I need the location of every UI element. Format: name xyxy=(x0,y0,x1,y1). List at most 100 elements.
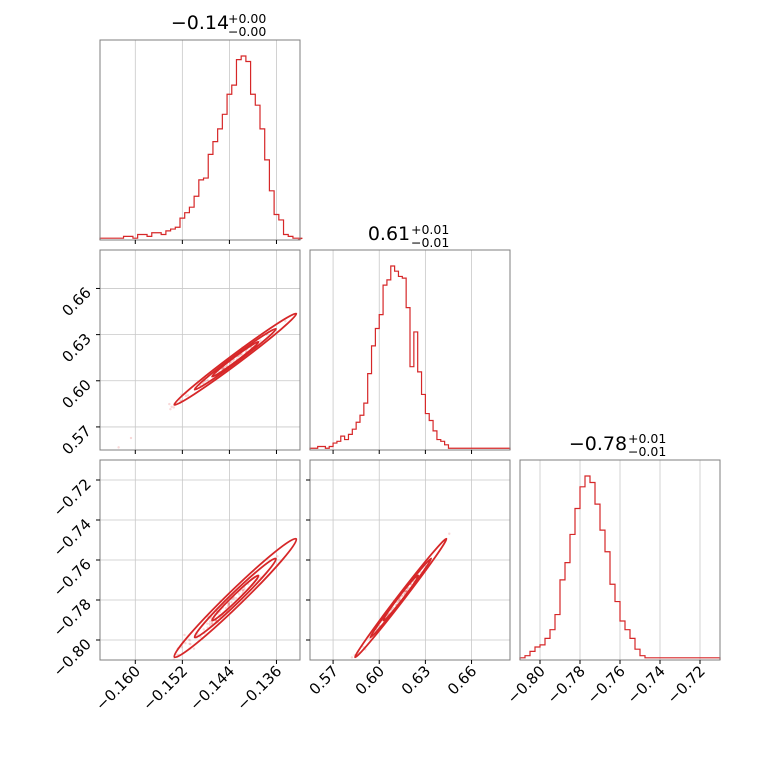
scatter-point xyxy=(192,647,196,650)
x-tick-label: 0.63 xyxy=(398,662,434,698)
scatter-point xyxy=(169,407,172,411)
y-tick-label: 0.63 xyxy=(58,330,94,366)
contour-level xyxy=(369,557,433,639)
scatter-point xyxy=(227,603,231,606)
x-tick-label: 0.66 xyxy=(444,662,480,698)
x-tick-label: −0.72 xyxy=(664,662,709,707)
y-tick-label: −0.78 xyxy=(50,595,95,640)
scatter-point xyxy=(238,593,241,596)
scatter-point xyxy=(448,532,451,535)
title-param-1-upper: +0.01 xyxy=(411,222,449,237)
scatter-point xyxy=(232,597,235,601)
contour-level xyxy=(354,537,448,659)
panel-frame xyxy=(309,249,511,451)
scatter-point xyxy=(329,688,331,690)
scatter-point xyxy=(242,588,245,592)
scatter-point xyxy=(284,319,287,323)
scatter-point xyxy=(241,588,244,592)
scatter-point xyxy=(129,436,133,440)
scatter-point xyxy=(196,633,199,636)
hist-panel-1 xyxy=(309,249,511,454)
x-tick-label: −0.76 xyxy=(584,662,629,707)
scatter-point xyxy=(183,633,186,637)
scatter-point xyxy=(186,394,190,397)
scatter-point xyxy=(400,594,404,598)
contour-level xyxy=(211,340,260,378)
y-tick-label: 0.57 xyxy=(58,422,94,458)
title-param-0-lower: −0.00 xyxy=(228,24,266,39)
scatter-point xyxy=(187,638,191,641)
scatter-point xyxy=(323,696,325,698)
title-value: −0.14 xyxy=(171,12,229,34)
scatter-point xyxy=(204,380,207,383)
x-tick-label: 0.57 xyxy=(306,662,342,698)
scatter-point xyxy=(230,601,233,604)
scatter-point xyxy=(189,642,192,646)
scatter-point xyxy=(210,621,214,625)
scatter-point xyxy=(226,604,230,608)
scatter-point xyxy=(168,402,171,406)
y-tick-label: 0.60 xyxy=(58,376,94,412)
x-tick-label: 0.60 xyxy=(352,662,388,698)
scatter-point xyxy=(188,642,191,645)
histogram-step-line xyxy=(99,55,303,241)
x-tick-label: −0.74 xyxy=(624,662,669,707)
scatter-point xyxy=(188,639,192,642)
scatter-point xyxy=(208,622,211,625)
contour-level xyxy=(173,312,298,406)
scatter-point xyxy=(240,353,243,356)
title-param-2-upper: +0.01 xyxy=(628,431,666,446)
scatter-point xyxy=(170,405,173,408)
scatter-panel-0-1: 0.57 0.60 0.63 0.66 xyxy=(58,249,301,458)
scatter-point xyxy=(234,596,238,600)
scatter-panel-0-2: −0.160−0.152−0.144−0.136−0.80−0.78−0.76−… xyxy=(50,459,301,714)
x-tick-label: −0.160 xyxy=(92,662,144,714)
x-tick-label: −0.80 xyxy=(504,662,549,707)
scatter-point xyxy=(398,599,401,602)
scatter-point xyxy=(227,602,230,606)
scatter-point xyxy=(397,599,401,602)
scatter-point xyxy=(350,656,354,659)
title-param-0: −0.14 xyxy=(171,12,229,34)
panel-frame xyxy=(99,249,301,451)
scatter-panel-1-2: 0.57 0.60 0.63 0.66 xyxy=(306,459,511,698)
panel-frame xyxy=(99,39,301,241)
scatter-point xyxy=(406,588,409,592)
scatter-point xyxy=(164,663,166,665)
scatter-point xyxy=(208,620,212,623)
title-param-2: −0.78 xyxy=(569,433,627,455)
y-tick-label: −0.76 xyxy=(50,555,95,600)
x-tick-label: −0.144 xyxy=(186,662,238,714)
scatter-point xyxy=(259,339,262,342)
contour-level xyxy=(173,537,298,659)
scatter-point xyxy=(276,555,279,558)
scatter-point xyxy=(176,653,179,657)
hist-panel-2: −0.80−0.78−0.76−0.74−0.72 xyxy=(504,459,721,707)
scatter-point xyxy=(229,361,232,364)
title-param-0-upper: +0.00 xyxy=(228,11,266,26)
histogram-step-line xyxy=(309,265,511,450)
scatter-point xyxy=(243,587,246,591)
scatter-point xyxy=(179,399,182,402)
histogram-step-line xyxy=(519,475,721,660)
scatter-point xyxy=(406,587,409,590)
scatter-point xyxy=(396,600,400,603)
title-param-2-lower: −0.01 xyxy=(628,444,666,459)
scatter-point xyxy=(117,446,120,449)
scatter-point xyxy=(105,453,107,455)
title-param-1-lower: −0.01 xyxy=(411,235,449,250)
y-tick-label: −0.72 xyxy=(50,475,95,520)
scatter-point xyxy=(208,624,212,627)
scatter-content xyxy=(105,312,298,455)
scatter-point xyxy=(206,622,209,625)
scatter-point xyxy=(224,606,228,610)
scatter-point xyxy=(180,646,183,649)
panels-layer: −0.80−0.78−0.76−0.74−0.720.570.600.630.6… xyxy=(50,39,721,714)
x-tick-label: −0.152 xyxy=(139,662,191,714)
scatter-point xyxy=(172,406,175,409)
scatter-point xyxy=(184,641,187,645)
scatter-point xyxy=(404,589,407,593)
scatter-point xyxy=(404,590,407,594)
scatter-point xyxy=(227,604,230,607)
